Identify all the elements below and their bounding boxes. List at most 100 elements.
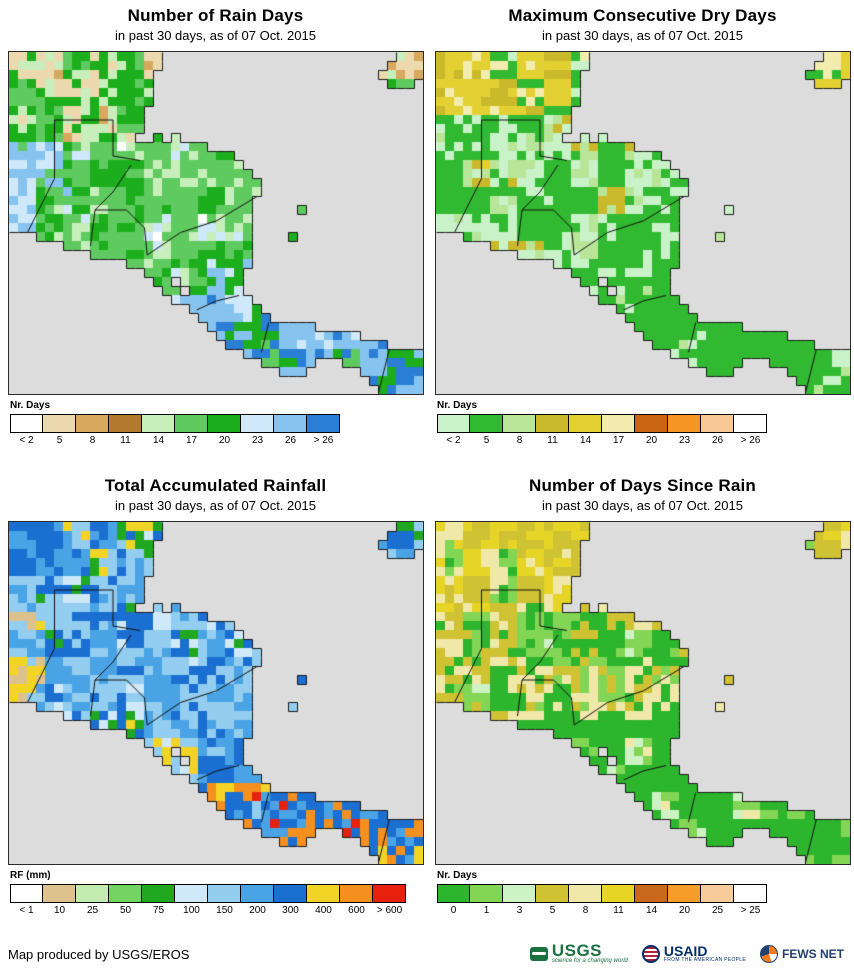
legend-class: 1 bbox=[469, 884, 503, 916]
legend-class: > 600 bbox=[372, 884, 406, 916]
legend-tick-label: 600 bbox=[348, 905, 365, 916]
legend-swatch bbox=[273, 414, 307, 433]
legend-tick-label: 5 bbox=[483, 435, 490, 446]
legend-class: 14 bbox=[568, 414, 602, 446]
legend-class: 20 bbox=[634, 414, 668, 446]
legend-class: 17 bbox=[174, 414, 208, 446]
legend-tick-label: 20 bbox=[645, 435, 658, 446]
legend-tick-label: > 26 bbox=[740, 435, 761, 446]
legend-bar: < 1 10 25 50 75 100 150 200 300 400 600 > 600 bbox=[10, 884, 423, 916]
legend-swatch bbox=[568, 884, 602, 903]
legend-tick-label: > 25 bbox=[740, 905, 761, 916]
legend-swatch bbox=[10, 884, 43, 903]
legend-swatch bbox=[10, 414, 43, 433]
legend-class: 14 bbox=[634, 884, 668, 916]
legend-title: Nr. Days bbox=[437, 400, 478, 411]
legend-swatch bbox=[273, 884, 307, 903]
panel-dry-days: Maximum Consecutive Dry Days in past 30 … bbox=[427, 0, 854, 470]
legend-swatch bbox=[42, 414, 76, 433]
usaid-logo-text: USAID bbox=[663, 943, 708, 959]
panel-days-since-rain: Number of Days Since Rain in past 30 day… bbox=[427, 470, 854, 940]
usaid-logo: USAID FROM THE AMERICAN PEOPLE bbox=[641, 943, 746, 963]
legend-tick-label: 0 bbox=[450, 905, 457, 916]
legend-swatch bbox=[733, 414, 767, 433]
legend-tick-label: 14 bbox=[152, 435, 165, 446]
legend-tick-label: 3 bbox=[516, 905, 523, 916]
legend-class: 150 bbox=[207, 884, 241, 916]
panel-rainfall: Total Accumulated Rainfall in past 30 da… bbox=[0, 470, 427, 940]
legend-tick-label: 100 bbox=[183, 905, 200, 916]
legend-class: 5 bbox=[535, 884, 569, 916]
legend-swatch bbox=[502, 414, 536, 433]
legend-class: 11 bbox=[535, 414, 569, 446]
legend-class: < 2 bbox=[437, 414, 470, 446]
panel-subtitle: in past 30 days, as of 07 Oct. 2015 bbox=[115, 498, 316, 513]
legend-tick-label: 23 bbox=[678, 435, 691, 446]
legend-tick-label: 11 bbox=[613, 905, 624, 916]
legend-tick-label: 5 bbox=[56, 435, 63, 446]
legend-swatch bbox=[700, 884, 734, 903]
usgs-logo-icon bbox=[529, 947, 548, 961]
legend-class: 50 bbox=[108, 884, 142, 916]
legend-tick-label: 20 bbox=[678, 905, 691, 916]
footer: Map produced by USGS/EROS USGS science f… bbox=[0, 940, 854, 968]
legend-tick-label: 23 bbox=[251, 435, 264, 446]
legend-swatch bbox=[469, 414, 503, 433]
legend-tick-label: 11 bbox=[547, 435, 558, 446]
legend-bar: 0 1 3 5 8 11 14 20 25 > 25 bbox=[437, 884, 850, 916]
legend-tick-label: 1 bbox=[483, 905, 490, 916]
legend-class: 20 bbox=[207, 414, 241, 446]
legend-class: 5 bbox=[469, 414, 503, 446]
legend-class: 600 bbox=[339, 884, 373, 916]
map-canvas-days-since-rain bbox=[435, 521, 851, 865]
legend-swatch bbox=[634, 414, 668, 433]
legend-swatch bbox=[207, 414, 241, 433]
legend-tick-label: > 26 bbox=[313, 435, 334, 446]
map-canvas-rainfall bbox=[8, 521, 424, 865]
legend-class: 23 bbox=[240, 414, 274, 446]
legend-class: 8 bbox=[568, 884, 602, 916]
legend-title: RF (mm) bbox=[10, 870, 51, 881]
legend-tick-label: 17 bbox=[185, 435, 198, 446]
legend-swatch bbox=[469, 884, 503, 903]
legend-swatch bbox=[240, 884, 274, 903]
legend-tick-label: 8 bbox=[516, 435, 523, 446]
legend-class: 8 bbox=[502, 414, 536, 446]
legend-swatch bbox=[75, 414, 109, 433]
legend-tick-label: 200 bbox=[249, 905, 266, 916]
legend-bar: < 2 5 8 11 14 17 20 23 26 > 26 bbox=[437, 414, 850, 446]
legend-tick-label: 14 bbox=[579, 435, 592, 446]
legend-class: 25 bbox=[700, 884, 734, 916]
legend-tick-label: 8 bbox=[89, 435, 96, 446]
legend-tick-label: 300 bbox=[282, 905, 299, 916]
legend-swatch bbox=[306, 884, 340, 903]
legend-class: < 1 bbox=[10, 884, 43, 916]
legend-class: 26 bbox=[700, 414, 734, 446]
legend-swatch bbox=[502, 884, 536, 903]
legend-title: Nr. Days bbox=[10, 400, 51, 411]
legend-swatch bbox=[108, 884, 142, 903]
legend-swatch bbox=[568, 414, 602, 433]
map-canvas-rain-days bbox=[8, 51, 424, 395]
legend-swatch bbox=[667, 414, 701, 433]
legend-tick-label: 25 bbox=[711, 905, 724, 916]
panel-subtitle: in past 30 days, as of 07 Oct. 2015 bbox=[542, 28, 743, 43]
panel-title: Total Accumulated Rainfall bbox=[104, 476, 327, 495]
panel-subtitle: in past 30 days, as of 07 Oct. 2015 bbox=[115, 28, 316, 43]
fewsnet-globe-icon bbox=[760, 945, 778, 963]
legend-class: 26 bbox=[273, 414, 307, 446]
legend-tick-label: 20 bbox=[218, 435, 231, 446]
legend-swatch bbox=[339, 884, 373, 903]
legend-swatch bbox=[174, 414, 208, 433]
legend-swatch bbox=[240, 414, 274, 433]
agency-logos: USGS science for a changing world USAID … bbox=[529, 942, 844, 964]
legend-tick-label: 150 bbox=[216, 905, 233, 916]
legend-swatch bbox=[42, 884, 76, 903]
panel-subtitle: in past 30 days, as of 07 Oct. 2015 bbox=[542, 498, 743, 513]
legend-tick-label: 400 bbox=[315, 905, 332, 916]
legend-bar: < 2 5 8 11 14 17 20 23 26 > 26 bbox=[10, 414, 423, 446]
legend-swatch bbox=[174, 884, 208, 903]
legend-tick-label: 17 bbox=[612, 435, 625, 446]
legend-tick-label: 75 bbox=[152, 905, 165, 916]
